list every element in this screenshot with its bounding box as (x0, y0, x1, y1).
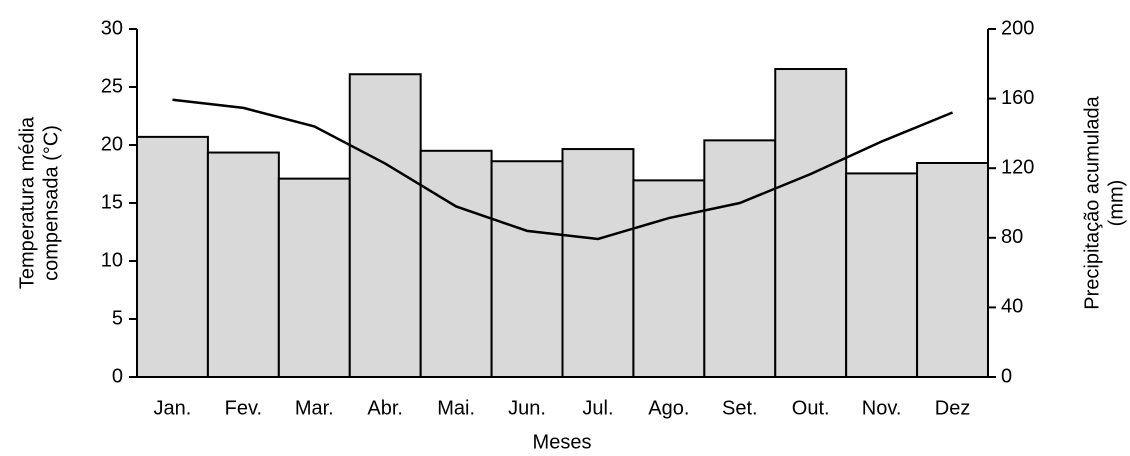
bar (419, 149, 493, 378)
x-tick-label: Jul. (582, 397, 613, 419)
y2-axis-title-line: Precipitação acumulada (1081, 95, 1103, 309)
y2-axis-title: Precipitação acumulada (mm) (1081, 95, 1127, 309)
bar (774, 68, 848, 379)
y-tick-label: 20 (101, 133, 123, 155)
y2-tick-label: 200 (1001, 17, 1034, 39)
y2-axis-title-line: (mm) (1105, 180, 1127, 227)
x-tick-label: Nov. (862, 397, 902, 419)
y-tick-label: 0 (112, 365, 123, 387)
line (172, 98, 954, 241)
x-tick-label: Abr. (367, 397, 403, 419)
bar (845, 172, 919, 378)
x-tick-label: Fev. (225, 397, 262, 419)
y-tick-label: 10 (101, 249, 123, 271)
bar (277, 177, 351, 378)
y-tick-label: 5 (112, 307, 123, 329)
y2-tick-label: 0 (1001, 365, 1012, 387)
y2-tick-label: 80 (1001, 226, 1023, 248)
bar (136, 135, 209, 378)
y-tick-label: 15 (101, 191, 123, 213)
y-tick-label: 30 (101, 17, 123, 39)
x-axis-title: Meses (533, 431, 592, 453)
y2-tick-label: 160 (1001, 87, 1034, 109)
bar (206, 151, 280, 378)
bar (916, 161, 989, 378)
x-tick-label: Ago. (648, 397, 689, 419)
x-tick-label: Out. (792, 397, 830, 419)
bar (490, 160, 564, 378)
x-tick-label: Jun. (508, 397, 546, 419)
y2-tick-label: 120 (1001, 156, 1034, 178)
x-tick-label: Mar. (295, 397, 334, 419)
bar (561, 148, 635, 378)
x-tick-label: Mai. (437, 397, 475, 419)
bar (632, 179, 706, 378)
y-axis-title-line: compensada (°C) (40, 125, 62, 281)
x-tick-label: Set. (722, 397, 758, 419)
y2-tick-label: 40 (1001, 296, 1023, 318)
y-axis-title-line: Temperatura média (16, 116, 38, 289)
x-tick-label: Dez (935, 397, 971, 419)
y-tick-label: 25 (101, 75, 123, 97)
bar (703, 139, 777, 378)
x-tick-label: Jan. (154, 397, 192, 419)
bar (348, 73, 422, 379)
y-axis-title: Temperatura média compensada (°C) (16, 116, 62, 289)
